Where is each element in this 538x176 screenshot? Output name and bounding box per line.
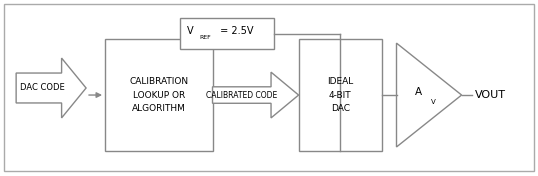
FancyBboxPatch shape xyxy=(105,39,213,151)
Text: DAC CODE: DAC CODE xyxy=(20,83,65,93)
Text: REF: REF xyxy=(199,34,211,40)
FancyBboxPatch shape xyxy=(180,18,274,49)
Polygon shape xyxy=(213,72,299,118)
Polygon shape xyxy=(397,43,462,147)
Text: A: A xyxy=(415,87,422,96)
Polygon shape xyxy=(16,58,86,118)
Text: CALIBRATED CODE: CALIBRATED CODE xyxy=(206,90,278,100)
Text: IDEAL
4-BIT
DAC: IDEAL 4-BIT DAC xyxy=(327,77,353,113)
Text: V: V xyxy=(187,26,194,36)
FancyBboxPatch shape xyxy=(299,39,382,151)
Text: VOUT: VOUT xyxy=(475,90,506,100)
Text: = 2.5V: = 2.5V xyxy=(217,26,253,36)
Text: V: V xyxy=(431,99,435,105)
Text: CALIBRATION
LOOKUP OR
ALGORITHM: CALIBRATION LOOKUP OR ALGORITHM xyxy=(129,77,188,113)
